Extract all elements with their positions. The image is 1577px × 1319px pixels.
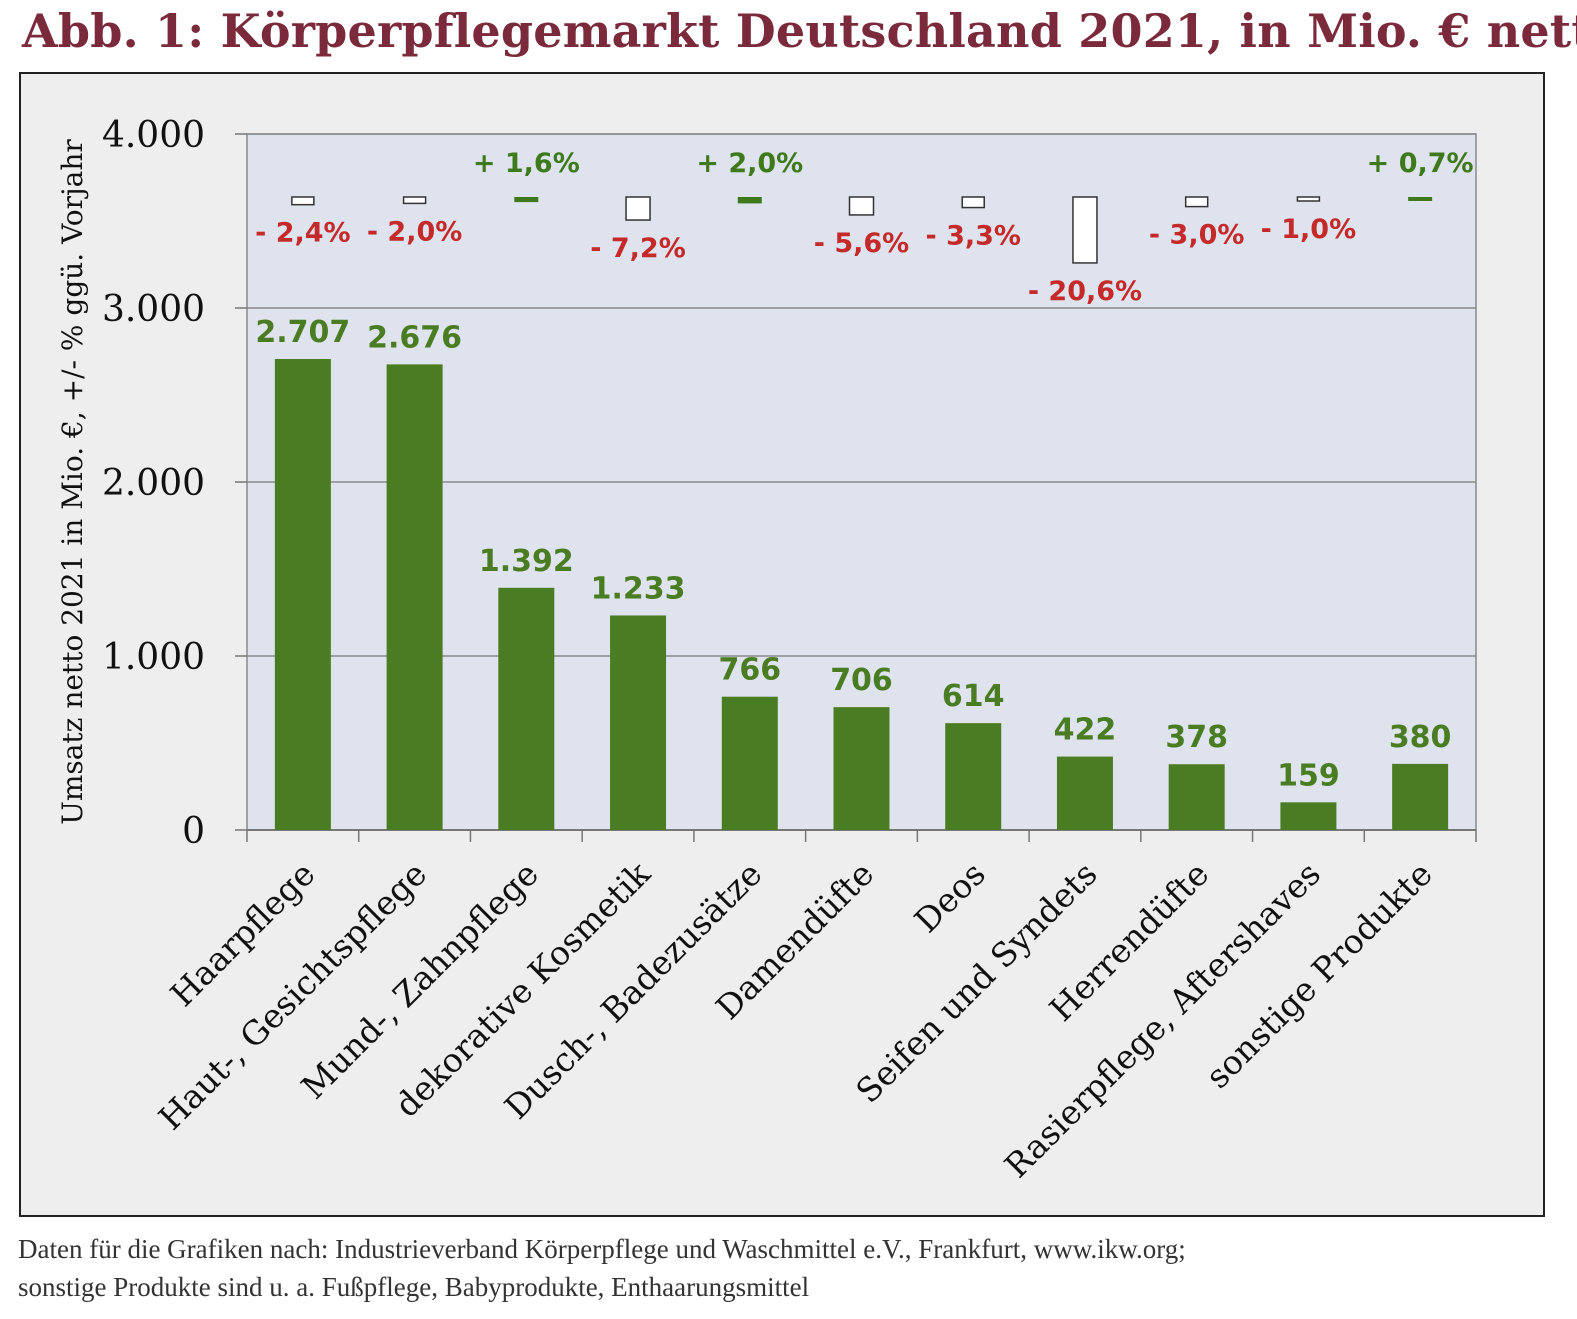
change-label: + 1,6% — [473, 148, 580, 179]
change-label: - 7,2% — [590, 233, 686, 264]
change-label: - 3,0% — [1149, 220, 1245, 251]
bar — [386, 364, 443, 830]
bar-value-label: 1.392 — [479, 544, 574, 579]
bar — [1168, 764, 1225, 830]
change-marker-negative — [402, 196, 427, 205]
y-axis-label: Umsatz netto 2021 in Mio. €, +/- % ggü. … — [56, 139, 89, 825]
change-marker-positive — [1408, 197, 1433, 201]
change-label: - 1,0% — [1261, 214, 1357, 245]
y-tick-label: 4.000 — [102, 115, 205, 156]
bar-value-label: 1.233 — [591, 571, 686, 606]
change-marker-negative — [1184, 196, 1209, 208]
change-label: + 2,0% — [696, 148, 803, 179]
bar — [610, 615, 667, 830]
change-label: - 2,4% — [255, 218, 351, 249]
change-marker-negative — [1072, 196, 1098, 264]
change-label: + 0,7% — [1367, 148, 1474, 179]
bar — [833, 707, 890, 830]
y-tick-label: 2.000 — [102, 463, 205, 504]
bar-value-label: 2.676 — [367, 320, 462, 355]
y-tick-label: 1.000 — [102, 637, 205, 678]
change-marker-negative — [291, 196, 315, 206]
bar-value-label: 159 — [1277, 758, 1340, 793]
source-note: Daten für die Grafiken nach: Industrieve… — [18, 1230, 1558, 1306]
bar-value-label: 2.707 — [255, 315, 350, 350]
y-tick-label: 0 — [182, 811, 205, 852]
y-tick-label: 3.000 — [102, 289, 205, 330]
change-marker-negative — [961, 196, 985, 209]
bar-value-label: 614 — [942, 679, 1005, 714]
bar — [1392, 763, 1449, 830]
change-marker-negative — [848, 196, 875, 216]
bar-value-label: 378 — [1165, 720, 1228, 755]
bar — [945, 723, 1002, 830]
category-label: Deos — [907, 854, 993, 940]
source-line-1: Daten für die Grafiken nach: Industrieve… — [18, 1234, 1186, 1264]
source-line-2: sonstige Produkte sind u. a. Fußpflege, … — [18, 1272, 810, 1302]
bar — [1280, 802, 1337, 830]
change-label: - 20,6% — [1028, 276, 1142, 307]
change-label: - 2,0% — [367, 216, 463, 247]
change-marker-positive — [737, 197, 762, 204]
bar — [721, 696, 778, 830]
bar — [1056, 756, 1113, 830]
change-label: - 5,6% — [814, 228, 910, 259]
change-marker-negative — [1296, 196, 1321, 202]
bar-value-label: 380 — [1389, 720, 1452, 755]
chart-title: Abb. 1: Körperpflegemarkt Deutschland 20… — [22, 4, 1577, 58]
change-marker-negative — [625, 196, 651, 221]
bar-value-label: 766 — [718, 653, 781, 688]
bar — [274, 358, 331, 830]
change-marker-positive — [514, 197, 539, 203]
bar-value-label: 422 — [1054, 713, 1117, 748]
bar-value-label: 706 — [830, 663, 893, 698]
bar — [498, 587, 555, 830]
change-label: - 3,3% — [925, 221, 1021, 252]
